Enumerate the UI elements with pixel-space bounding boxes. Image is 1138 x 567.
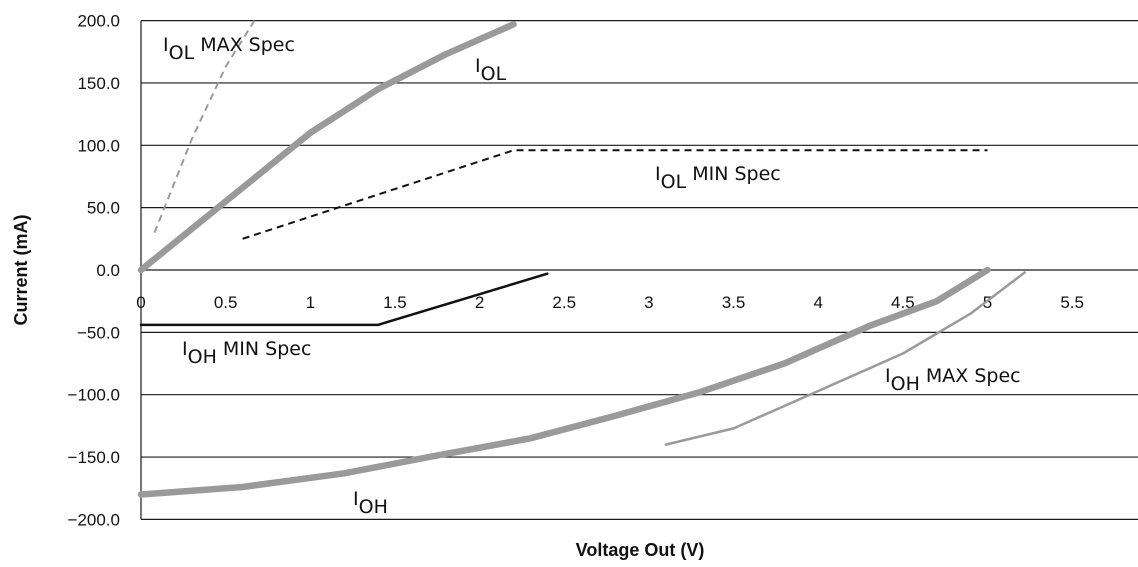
- series-annotation: IOL: [475, 55, 507, 85]
- series-annotation: IOH MIN Spec: [182, 338, 311, 368]
- x-tick-label: 0: [136, 293, 145, 312]
- x-tick-label: 4: [813, 293, 822, 312]
- y-tick-labels: 200.0 150.0 100.0 50.0 0.0 −50.0 −100.0 −150.0 −…: [68, 12, 120, 530]
- series-line: [153, 20, 256, 233]
- series-annotation: IOH MAX Spec: [885, 365, 1021, 395]
- x-tick-label: 5: [983, 293, 992, 312]
- series-line: [137, 21, 517, 274]
- y-tick-label: 50.0: [87, 199, 120, 218]
- x-tick-label: 0.5: [214, 293, 238, 312]
- y-tick-label: −200.0: [68, 510, 120, 529]
- series-line: [664, 271, 1026, 446]
- x-tick-label: 3: [644, 293, 653, 312]
- x-tick-labels: 00.511.522.533.544.555.56: [136, 293, 1084, 312]
- y-tick-label: −50.0: [77, 323, 120, 342]
- x-tick-label: 3.5: [722, 293, 746, 312]
- x-tick-label: 4.5: [891, 293, 915, 312]
- y-tick-label: 200.0: [77, 12, 120, 31]
- y-tick-label: −150.0: [68, 448, 120, 467]
- x-tick-label: 1: [306, 293, 315, 312]
- x-tick-label: 1.5: [383, 293, 407, 312]
- y-tick-label: 100.0: [77, 136, 120, 155]
- series-line: [139, 272, 549, 327]
- series-lines: [137, 20, 1026, 498]
- x-tick-label: 2.5: [552, 293, 576, 312]
- x-axis-title: Voltage Out (V): [576, 540, 705, 560]
- y-tick-label: −100.0: [68, 386, 120, 405]
- y-axis-title: Current (mA): [11, 214, 31, 325]
- series-annotation: IOL MAX Spec: [163, 34, 295, 64]
- y-tick-label: 0.0: [96, 261, 120, 280]
- series-annotation: IOH: [353, 488, 388, 518]
- x-tick-label: 5.5: [1060, 293, 1084, 312]
- x-tick-label: 2: [475, 293, 484, 312]
- series-annotations: IOL MAX Spec IOL IOL MIN Spec IOH MIN Spec I…: [163, 34, 1021, 518]
- grid: [140, 20, 1138, 521]
- series-line: [242, 149, 988, 240]
- y-tick-label: 150.0: [77, 74, 120, 93]
- series-annotation: IOL MIN Spec: [655, 163, 781, 193]
- series-line: [137, 266, 991, 498]
